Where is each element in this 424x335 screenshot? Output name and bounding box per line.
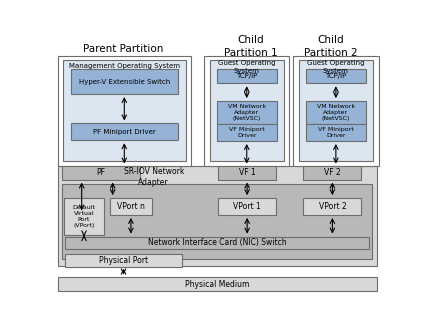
Text: VPort 1: VPort 1: [233, 202, 261, 211]
Bar: [217, 69, 277, 83]
Bar: [209, 60, 284, 161]
Text: VF Miniport
Driver: VF Miniport Driver: [318, 127, 354, 138]
Text: Guest Operating
System: Guest Operating System: [218, 60, 276, 74]
Bar: [306, 124, 366, 141]
Bar: [58, 166, 377, 266]
Text: Physical Medium: Physical Medium: [185, 280, 249, 289]
Bar: [298, 60, 373, 161]
Bar: [217, 101, 277, 124]
Text: Guest Operating
System: Guest Operating System: [307, 60, 365, 74]
Text: TCP/IP: TCP/IP: [236, 73, 257, 79]
Text: VM Network
Adapter
(NetVSC): VM Network Adapter (NetVSC): [228, 104, 266, 121]
Bar: [303, 166, 361, 180]
Bar: [71, 69, 178, 94]
Bar: [62, 166, 140, 180]
Text: Default
Virtual
Port
(VPort): Default Virtual Port (VPort): [73, 205, 95, 228]
Bar: [303, 198, 361, 215]
Text: Management Operating System: Management Operating System: [69, 63, 180, 69]
Text: Parent Partition: Parent Partition: [83, 45, 163, 55]
Bar: [63, 60, 186, 161]
Text: VF Miniport
Driver: VF Miniport Driver: [229, 127, 265, 138]
Text: SR-IOV Network
Adapter: SR-IOV Network Adapter: [123, 167, 184, 187]
Bar: [293, 56, 379, 166]
Text: VPort 2: VPort 2: [318, 202, 346, 211]
Text: PF Miniport Driver: PF Miniport Driver: [93, 129, 156, 135]
Text: PF: PF: [97, 168, 106, 177]
Bar: [218, 198, 276, 215]
Bar: [65, 237, 369, 249]
Bar: [306, 69, 366, 83]
Text: VF 2: VF 2: [324, 168, 341, 177]
Text: Child
Partition 1: Child Partition 1: [224, 35, 277, 58]
Text: VPort n: VPort n: [117, 202, 145, 211]
Bar: [64, 198, 104, 235]
Bar: [218, 166, 276, 180]
Text: Child
Partition 2: Child Partition 2: [304, 35, 357, 58]
Bar: [58, 56, 191, 166]
Bar: [58, 277, 377, 291]
Text: Hyper-V Extensible Switch: Hyper-V Extensible Switch: [79, 79, 170, 85]
Bar: [71, 123, 178, 140]
Text: Physical Port: Physical Port: [99, 256, 148, 265]
Text: VF 1: VF 1: [239, 168, 256, 177]
Bar: [306, 101, 366, 124]
Bar: [62, 184, 372, 259]
Text: TCP/IP: TCP/IP: [325, 73, 346, 79]
Bar: [217, 124, 277, 141]
Bar: [65, 254, 181, 267]
Bar: [109, 198, 152, 215]
Text: Network Interface Card (NIC) Switch: Network Interface Card (NIC) Switch: [148, 238, 287, 247]
Text: VM Network
Adapter
(NetVSC): VM Network Adapter (NetVSC): [317, 104, 355, 121]
Bar: [204, 56, 289, 166]
